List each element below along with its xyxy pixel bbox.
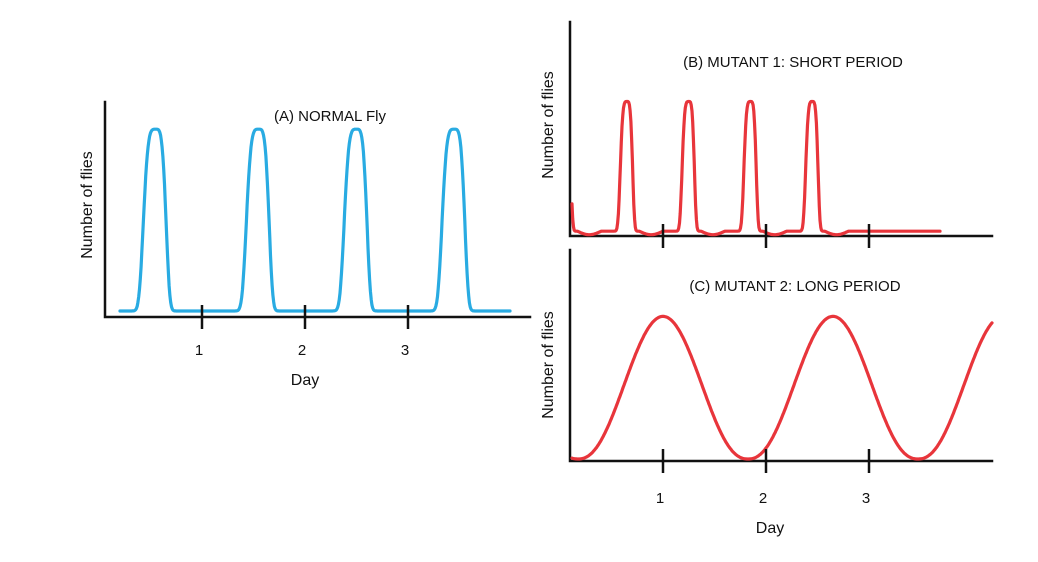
tick-label-group: 1 2 3 [656,490,870,507]
panel-mutant-2: (C) MUTANT 2: LONG PERIOD Number of flie… [540,248,994,537]
activity-curve [118,127,512,313]
panel-mutant-1: (B) MUTANT 1: SHORT PERIOD Number of fli… [540,20,994,248]
tick-group [661,224,871,248]
x-tick-label: 2 [759,490,767,507]
y-axis-label: Number of flies [79,151,96,259]
tick-group [200,305,410,329]
axes [103,100,532,319]
x-tick-label: 1 [195,342,203,359]
activity-curve [570,99,942,237]
panel-normal-fly: (A) NORMAL Fly Number of flies Day 1 2 3 [79,100,532,389]
axes [568,248,994,463]
axes [568,20,994,238]
x-tick-label: 2 [298,342,306,359]
x-axis-label: Day [291,372,319,389]
tick-label-group: 1 2 3 [195,342,409,359]
x-tick-label: 3 [862,490,870,507]
panel-title: (B) MUTANT 1: SHORT PERIOD [683,54,903,71]
x-axis-label: Day [756,520,784,537]
x-tick-label: 1 [656,490,664,507]
x-tick-label: 3 [401,342,409,359]
panel-title: (C) MUTANT 2: LONG PERIOD [689,278,900,295]
panel-title: (A) NORMAL Fly [274,108,386,125]
activity-curve [570,314,994,461]
y-axis-label: Number of flies [540,311,557,419]
y-axis-label: Number of flies [540,71,557,179]
tick-group [661,449,871,473]
